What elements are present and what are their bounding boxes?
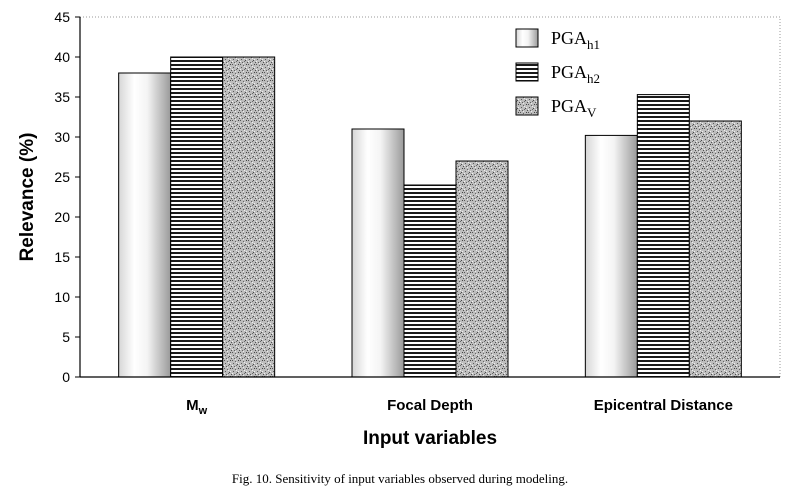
x-tick-label-2: Epicentral Distance xyxy=(594,397,733,414)
y-tick-label-0: 0 xyxy=(62,369,70,385)
y-tick-label-9: 45 xyxy=(54,9,70,25)
legend-swatch-2 xyxy=(515,96,539,116)
y-tick-label-6: 30 xyxy=(54,129,70,145)
y-axis-ticks: 0 5 10 15 20 25 30 35 40 45 xyxy=(54,9,80,385)
bar-2-2 xyxy=(688,120,742,378)
y-axis-title: Relevance (%) xyxy=(17,133,38,262)
bar-0-2 xyxy=(222,56,276,378)
y-tick-label-8: 40 xyxy=(54,49,70,65)
bar-2-0 xyxy=(584,134,638,378)
figure-caption: Fig. 10. Sensitivity of input variables … xyxy=(232,471,568,486)
legend-swatch-1 xyxy=(515,62,539,82)
bar-0-1 xyxy=(170,56,224,378)
legend: PGAh1 PGAh2 PGAV xyxy=(515,28,600,120)
legend-label-0: PGAh1 xyxy=(551,28,600,52)
bars xyxy=(118,56,742,378)
y-tick-label-4: 20 xyxy=(54,209,70,225)
bar-0-0 xyxy=(118,72,172,378)
x-tick-label-1: Focal Depth xyxy=(387,397,473,414)
x-axis-labels: Mw Focal Depth Epicentral Distance xyxy=(186,397,733,417)
bar-2-1 xyxy=(636,94,690,378)
legend-label-1: PGAh2 xyxy=(551,62,600,86)
bar-1-1 xyxy=(403,184,457,378)
y-tick-label-7: 35 xyxy=(54,89,70,105)
y-tick-label-2: 10 xyxy=(54,289,70,305)
y-tick-label-3: 15 xyxy=(54,249,70,265)
bar-1-0 xyxy=(351,128,405,378)
y-tick-label-5: 25 xyxy=(54,169,70,185)
legend-swatch-0 xyxy=(515,28,539,48)
x-tick-label-0: Mw xyxy=(186,397,208,417)
bar-1-2 xyxy=(455,160,509,378)
legend-label-2: PGAV xyxy=(551,96,597,120)
x-axis-title: Input variables xyxy=(363,428,497,449)
y-tick-label-1: 5 xyxy=(62,329,70,345)
